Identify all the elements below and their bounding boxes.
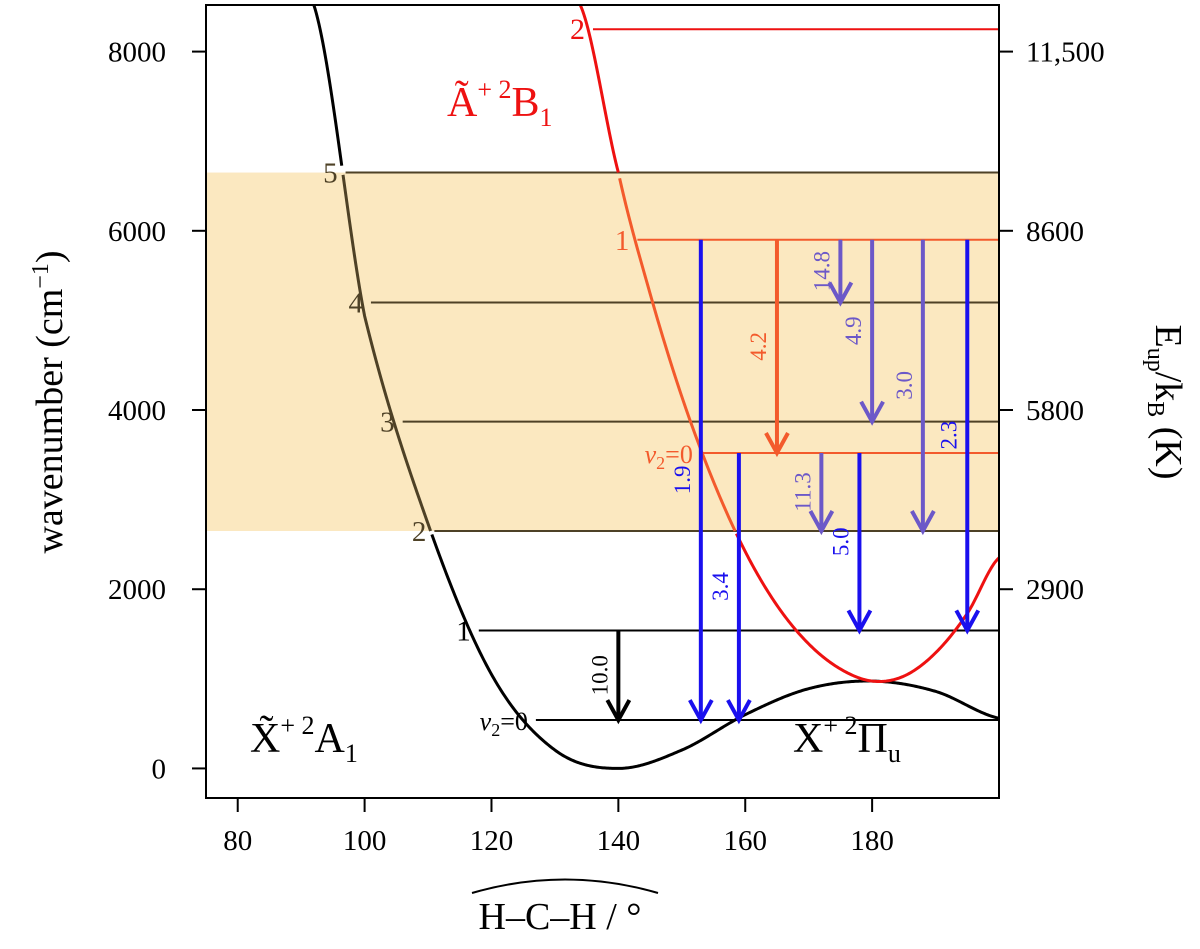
svg-text:H–C–H / °: H–C–H / ° xyxy=(479,896,642,938)
arrow-label: 10.0 xyxy=(587,655,612,695)
curve-x-state-upper xyxy=(312,5,344,166)
curve-a-state-in-band xyxy=(618,177,737,532)
arrow-head xyxy=(808,510,835,536)
arrow-head xyxy=(605,699,632,725)
level-label-x-1: 1 xyxy=(456,615,471,647)
state-label-x-ground: X̃+ 2A1 xyxy=(250,711,358,768)
transition-arrow-1: 1.9 xyxy=(670,239,714,725)
arrow-label: 1.9 xyxy=(670,466,695,495)
y-axis-title: wavenumber (cm−1) xyxy=(28,250,71,553)
arrow-head xyxy=(846,609,873,635)
x-tick-label: 160 xyxy=(723,825,767,857)
arrow-label: 3.0 xyxy=(892,371,917,400)
curve-a-state xyxy=(735,532,999,683)
y-tick-label: 4000 xyxy=(108,395,166,427)
y2-tick-label: 2900 xyxy=(1026,574,1084,606)
y2-axis-title: Eup/kB (K) xyxy=(1142,324,1189,479)
level-label-x-3: 3 xyxy=(380,407,395,439)
arrow-head xyxy=(954,609,981,635)
plot-frame xyxy=(205,4,1000,799)
arrow-head xyxy=(764,432,790,458)
y-tick-label: 2000 xyxy=(108,574,166,606)
level-label-a-6: v2=0 xyxy=(645,440,693,473)
state-label-x-linear: X+ 2Πu xyxy=(793,711,901,768)
x-tick-label: 120 xyxy=(470,825,514,857)
x-tick-label: 80 xyxy=(223,825,252,857)
y2-tick-label: 8600 xyxy=(1026,216,1084,248)
arrow-head xyxy=(688,699,714,725)
level-label-a-7: 1 xyxy=(615,225,630,257)
transition-arrow-3: 4.2 xyxy=(746,239,790,458)
state-label-a-excited: Ã+ 2B1 xyxy=(447,75,553,132)
y-tick-label: 6000 xyxy=(108,216,166,248)
transition-arrow-2: 3.4 xyxy=(708,453,752,725)
x-axis-title: H–C–H / ° xyxy=(471,878,659,938)
transition-arrow-6: 5.0 xyxy=(828,453,873,635)
x-axis-angle: H–C–H xyxy=(479,896,597,938)
y2-tick-label: 5800 xyxy=(1026,395,1084,427)
transition-arrow-7: 4.9 xyxy=(841,239,885,426)
angle-hat xyxy=(471,878,659,894)
x-tick-label: 180 xyxy=(850,825,894,857)
arrow-head xyxy=(726,699,752,725)
transition-arrows: 10.0 1.9 3.4 4.2 11.3 14.8 5.0 4.9 3.0 2.3 xyxy=(587,239,981,725)
level-label-a-8: 2 xyxy=(570,13,585,46)
vibrational-levels xyxy=(345,28,999,722)
arrow-head xyxy=(827,281,854,307)
x-tick-label: 100 xyxy=(343,825,387,857)
arrow-head xyxy=(859,400,885,426)
y-tick-label: 8000 xyxy=(108,37,166,69)
transition-arrow-4: 11.3 xyxy=(790,453,835,536)
shaded-band xyxy=(206,172,999,531)
arrow-label: 4.2 xyxy=(746,332,771,361)
arrow-label: 5.0 xyxy=(828,527,853,556)
axes: 80 100 120 140 160 18002000400060008000290058… xyxy=(108,37,1105,857)
transition-arrow-5: 14.8 xyxy=(809,239,854,307)
transition-arrow-0: 10.0 xyxy=(587,630,632,725)
arrow-head xyxy=(910,510,936,536)
level-label-x-4: 4 xyxy=(348,287,363,319)
transition-arrow-8: 3.0 xyxy=(892,239,936,536)
transition-arrow-9: 2.3 xyxy=(936,239,981,635)
level-label-x-5: 5 xyxy=(323,158,338,190)
arrow-label: 11.3 xyxy=(790,472,815,511)
arrow-label: 2.3 xyxy=(936,421,961,450)
arrow-label: 4.9 xyxy=(841,316,866,345)
arrow-label: 3.4 xyxy=(708,572,733,601)
curve-x-state xyxy=(430,533,999,770)
y-tick-label: 0 xyxy=(152,753,167,785)
curve-a-state-upper xyxy=(578,5,620,173)
level-label-x-0: v2=0 xyxy=(480,707,528,740)
arrow-label: 14.8 xyxy=(809,251,834,291)
level-labels: v2=0 1 2 3 4 5 v2=0 1 2 xyxy=(323,13,693,740)
x-tick-label: 140 xyxy=(597,825,641,857)
level-label-x-2: 2 xyxy=(412,516,427,548)
curve-x-state-in-band xyxy=(341,174,432,532)
x-axis-unit: / ° xyxy=(597,896,642,938)
y2-tick-label: 11,500 xyxy=(1026,37,1105,69)
potential-curves xyxy=(312,5,999,770)
